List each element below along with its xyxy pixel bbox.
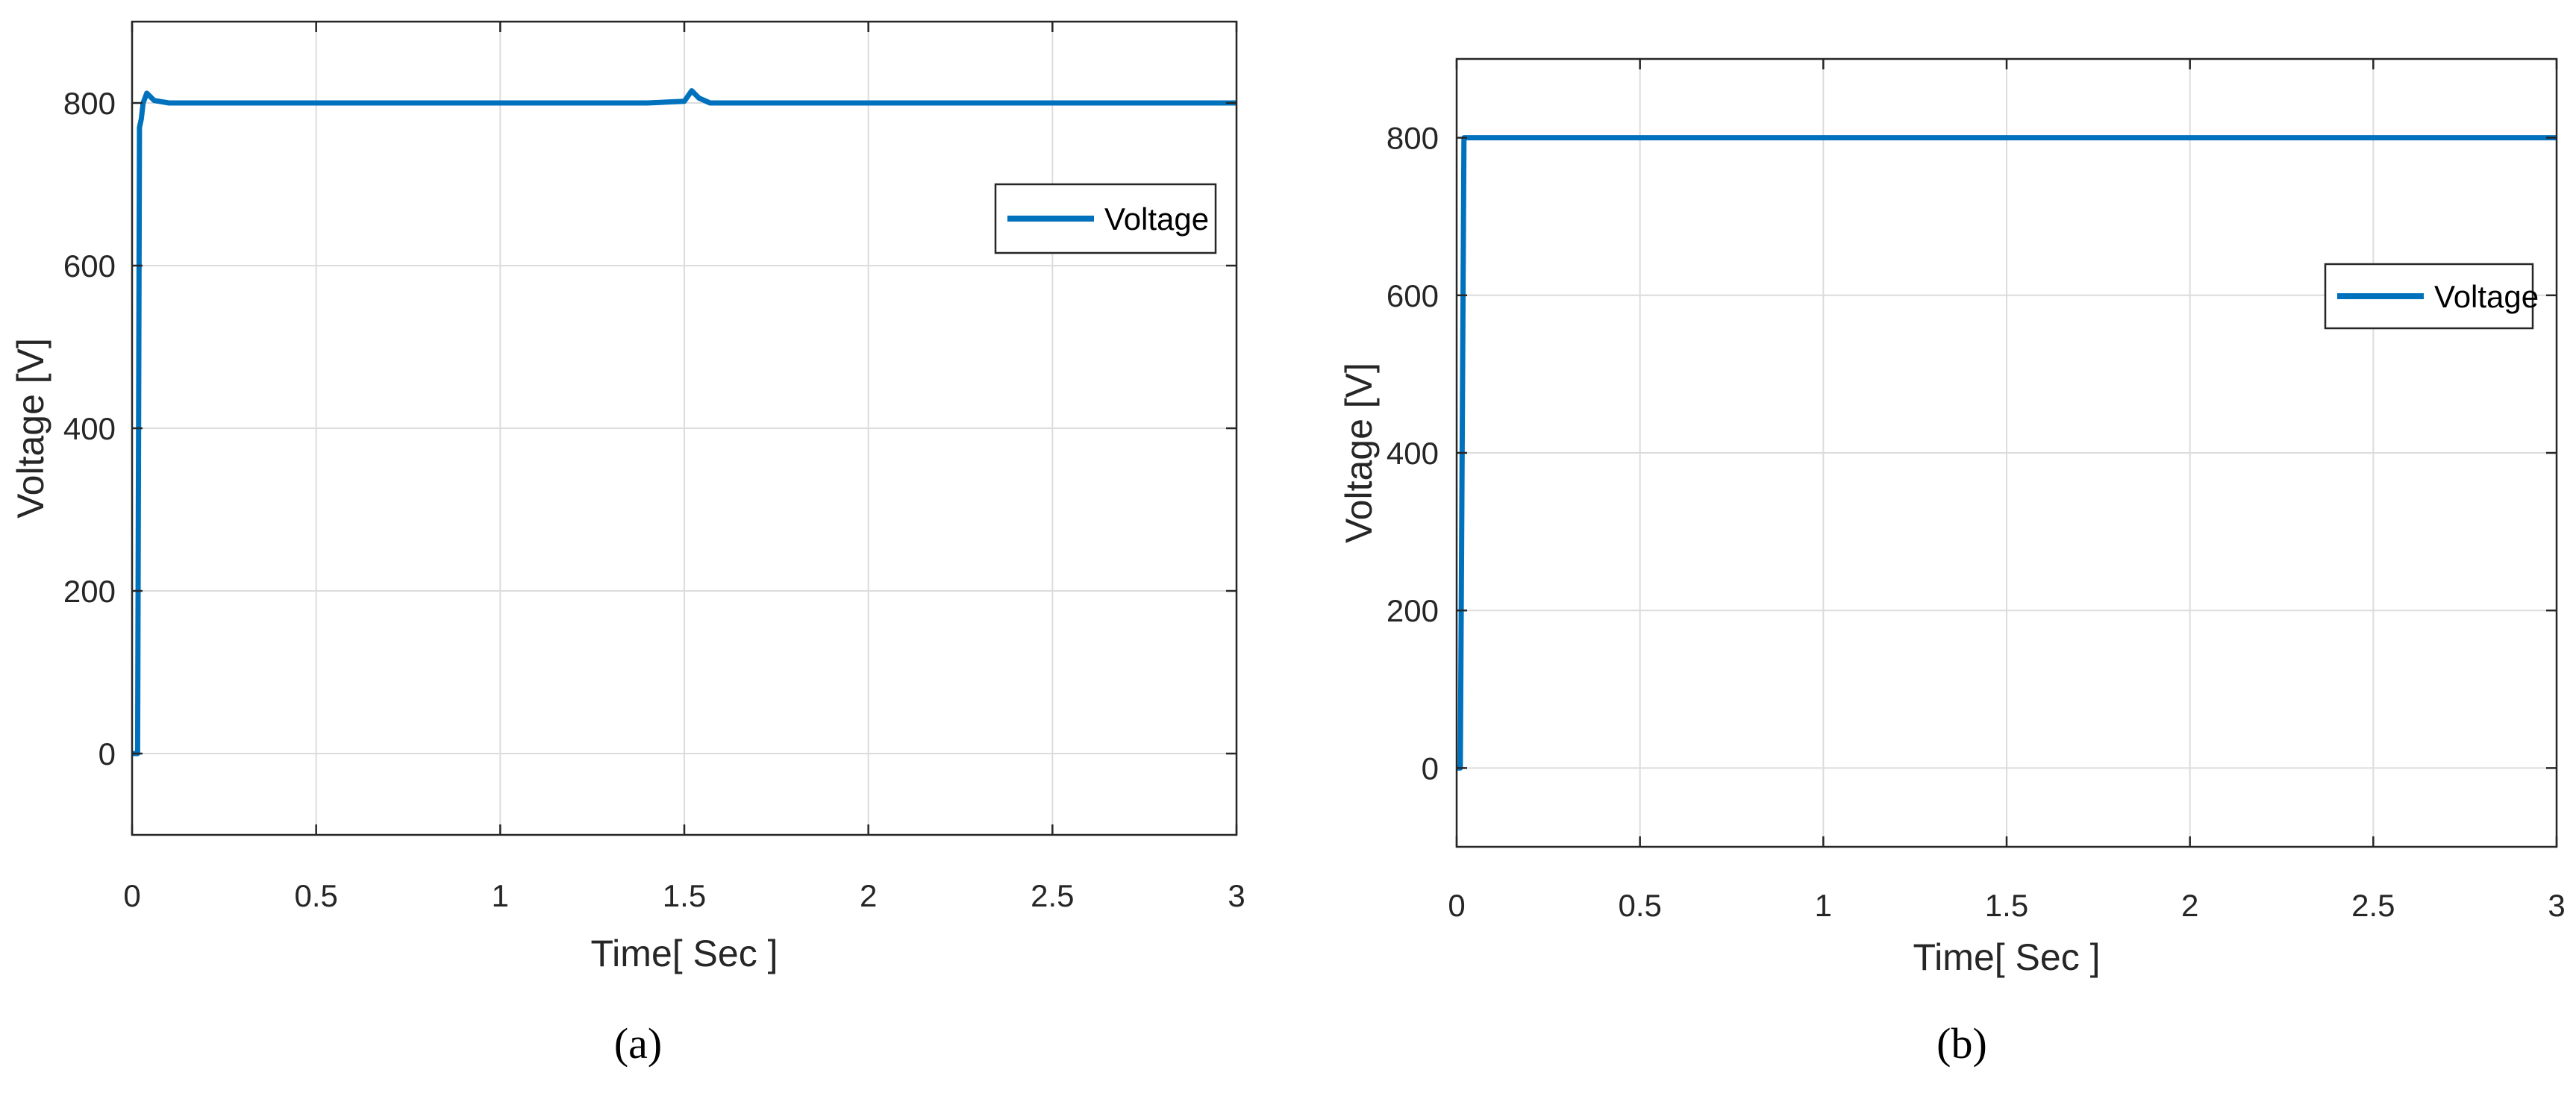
y-tick-label: 600 [63, 248, 116, 284]
x-axis-label: Time[ Sec ] [591, 933, 778, 974]
y-tick-label: 400 [63, 411, 116, 446]
y-tick-label: 200 [1387, 593, 1439, 628]
y-tick-label: 600 [1387, 278, 1439, 313]
y-tick-label: 400 [1387, 436, 1439, 471]
x-tick-label: 1.5 [663, 878, 706, 913]
x-tick-label: 1.5 [1985, 888, 2028, 923]
panel-label-b: (b) [1936, 1019, 1987, 1068]
x-tick-label: 1 [492, 878, 509, 913]
legend: Voltage [2324, 263, 2539, 330]
x-tick-label: 1 [1815, 888, 1832, 923]
x-axis-label: Time[ Sec ] [1913, 936, 2101, 978]
y-tick-label: 800 [63, 86, 116, 121]
panel-label-a: (a) [614, 1019, 662, 1068]
x-tick-label: 0.5 [294, 878, 337, 913]
legend-label: Voltage [1104, 201, 1209, 237]
x-tick-label: 3 [2548, 888, 2565, 923]
y-axis-label: Voltage [V] [10, 338, 51, 519]
series-line-voltage [132, 88, 1237, 757]
x-tick-label: 0 [1448, 888, 1465, 923]
x-tick-label: 0.5 [1618, 888, 1661, 923]
legend: Voltage [994, 183, 1217, 254]
chart-a: 0 0.5 1 1.5 2 2.5 3 0 200 400 600 800 Time[ Sec ] Vol… [10, 20, 1245, 974]
x-tick-label: 3 [1228, 878, 1245, 913]
chart-b: 0 0.5 1 1.5 2 2.5 3 0 200 400 600 800 Time[ Sec ] Vol… [1338, 57, 2566, 978]
x-tick-label: 2 [2181, 888, 2198, 923]
x-tick-label: 2.5 [2351, 888, 2395, 923]
y-axis-label: Voltage [V] [1338, 363, 1380, 543]
y-tick-label: 0 [1422, 751, 1439, 786]
y-tick-label: 0 [99, 736, 116, 771]
x-tick-label: 2.5 [1031, 878, 1074, 913]
y-tick-label: 200 [63, 574, 116, 609]
y-tick-label: 800 [1387, 121, 1439, 156]
legend-label: Voltage [2434, 279, 2539, 314]
x-tick-label: 2 [860, 878, 877, 913]
x-tick-label: 0 [123, 878, 140, 913]
